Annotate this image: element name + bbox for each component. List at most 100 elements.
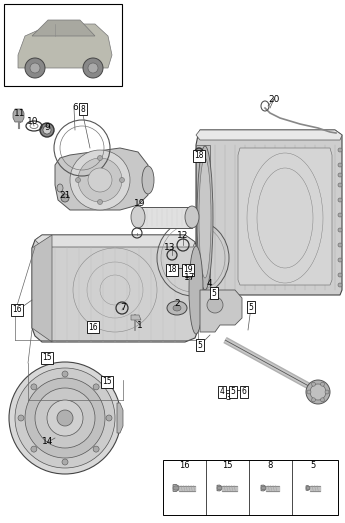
Ellipse shape bbox=[119, 177, 125, 183]
Ellipse shape bbox=[306, 486, 310, 490]
Polygon shape bbox=[138, 207, 192, 228]
Ellipse shape bbox=[338, 243, 342, 247]
Polygon shape bbox=[196, 130, 342, 295]
Ellipse shape bbox=[43, 126, 51, 134]
Polygon shape bbox=[13, 109, 24, 122]
Ellipse shape bbox=[47, 400, 83, 436]
Text: 12: 12 bbox=[177, 232, 189, 241]
Ellipse shape bbox=[25, 58, 45, 78]
Ellipse shape bbox=[173, 305, 181, 311]
Text: 1: 1 bbox=[137, 321, 143, 329]
Text: 11: 11 bbox=[14, 109, 26, 119]
Ellipse shape bbox=[207, 297, 223, 313]
Polygon shape bbox=[238, 148, 332, 285]
Ellipse shape bbox=[199, 158, 211, 278]
Ellipse shape bbox=[62, 459, 68, 465]
Text: 19: 19 bbox=[183, 266, 193, 275]
Polygon shape bbox=[117, 403, 123, 433]
Ellipse shape bbox=[61, 194, 69, 202]
Ellipse shape bbox=[321, 398, 325, 402]
Ellipse shape bbox=[167, 301, 187, 315]
Polygon shape bbox=[131, 315, 141, 320]
Polygon shape bbox=[18, 24, 112, 68]
Text: 16: 16 bbox=[179, 460, 189, 470]
Ellipse shape bbox=[40, 123, 54, 137]
Polygon shape bbox=[173, 484, 179, 492]
Bar bbox=[4, 4, 122, 86]
Text: 17: 17 bbox=[184, 271, 196, 280]
Text: 18: 18 bbox=[167, 266, 177, 275]
Ellipse shape bbox=[70, 150, 130, 210]
Ellipse shape bbox=[142, 166, 154, 194]
Polygon shape bbox=[217, 485, 222, 491]
Ellipse shape bbox=[306, 380, 330, 404]
Ellipse shape bbox=[338, 213, 342, 217]
Ellipse shape bbox=[78, 158, 122, 202]
Ellipse shape bbox=[93, 446, 99, 452]
Ellipse shape bbox=[194, 148, 204, 162]
Text: 18: 18 bbox=[194, 152, 204, 161]
Polygon shape bbox=[196, 145, 210, 290]
Ellipse shape bbox=[338, 148, 342, 152]
Polygon shape bbox=[55, 148, 148, 210]
Ellipse shape bbox=[338, 198, 342, 202]
Text: 14: 14 bbox=[42, 438, 54, 447]
Ellipse shape bbox=[312, 382, 315, 386]
Polygon shape bbox=[196, 130, 342, 140]
Ellipse shape bbox=[93, 384, 99, 390]
Text: 5: 5 bbox=[211, 289, 216, 298]
Ellipse shape bbox=[185, 206, 199, 228]
Ellipse shape bbox=[338, 258, 342, 262]
Ellipse shape bbox=[25, 378, 105, 458]
Polygon shape bbox=[32, 235, 52, 342]
Ellipse shape bbox=[98, 199, 102, 204]
Text: 2: 2 bbox=[174, 299, 180, 308]
Ellipse shape bbox=[173, 486, 179, 490]
Ellipse shape bbox=[338, 273, 342, 277]
Ellipse shape bbox=[88, 168, 112, 192]
Text: 7: 7 bbox=[120, 303, 126, 313]
Text: 20: 20 bbox=[268, 95, 280, 104]
Ellipse shape bbox=[106, 415, 112, 421]
Text: 17: 17 bbox=[184, 274, 196, 282]
Text: 16: 16 bbox=[88, 323, 98, 332]
Ellipse shape bbox=[310, 384, 326, 400]
Text: 21: 21 bbox=[59, 191, 71, 200]
Ellipse shape bbox=[321, 382, 325, 386]
Polygon shape bbox=[200, 290, 242, 332]
Polygon shape bbox=[306, 485, 310, 491]
Text: 5: 5 bbox=[230, 388, 235, 396]
Text: 5: 5 bbox=[248, 302, 254, 312]
Text: 5: 5 bbox=[310, 460, 316, 470]
Polygon shape bbox=[32, 20, 95, 36]
Ellipse shape bbox=[88, 63, 98, 73]
Ellipse shape bbox=[338, 183, 342, 187]
Text: 3: 3 bbox=[225, 393, 231, 403]
Text: 6: 6 bbox=[72, 104, 78, 112]
Ellipse shape bbox=[131, 206, 145, 228]
Text: 15: 15 bbox=[222, 460, 232, 470]
Ellipse shape bbox=[18, 415, 24, 421]
Ellipse shape bbox=[76, 177, 80, 183]
Ellipse shape bbox=[261, 486, 266, 490]
Ellipse shape bbox=[15, 368, 115, 468]
Ellipse shape bbox=[62, 371, 68, 377]
Text: 13: 13 bbox=[164, 243, 176, 252]
Polygon shape bbox=[261, 485, 266, 491]
Text: 8: 8 bbox=[267, 460, 273, 470]
Ellipse shape bbox=[338, 283, 342, 287]
Ellipse shape bbox=[312, 398, 315, 402]
Ellipse shape bbox=[189, 246, 203, 334]
Text: 16: 16 bbox=[12, 305, 22, 314]
Bar bbox=[163, 460, 338, 515]
Ellipse shape bbox=[338, 163, 342, 167]
Text: 19: 19 bbox=[134, 199, 146, 208]
Ellipse shape bbox=[325, 390, 329, 394]
Text: 6: 6 bbox=[241, 388, 246, 396]
Ellipse shape bbox=[57, 410, 73, 426]
Ellipse shape bbox=[9, 362, 121, 474]
Text: 4: 4 bbox=[206, 279, 212, 288]
Ellipse shape bbox=[197, 146, 213, 290]
Text: 9: 9 bbox=[44, 123, 50, 132]
Text: 5: 5 bbox=[198, 340, 203, 349]
